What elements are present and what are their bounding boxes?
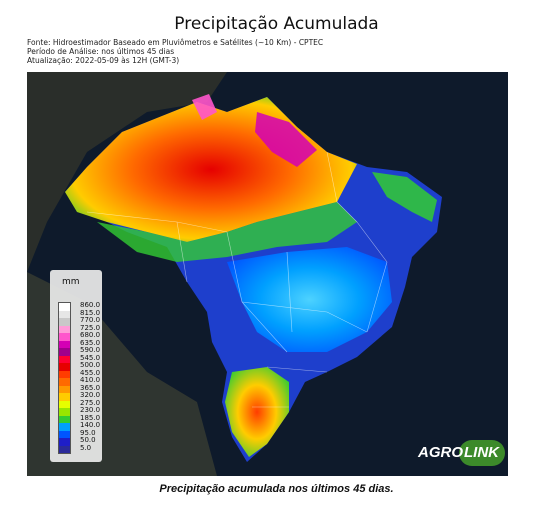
- legend-swatch: [59, 363, 70, 371]
- legend-swatch: [59, 318, 70, 326]
- north-extreme-rainfall: [255, 112, 317, 167]
- legend-level-label: 545.0: [80, 353, 101, 362]
- legend-swatch: [59, 415, 70, 423]
- legend-level-label: 725.0: [80, 323, 101, 332]
- legend-swatch: [59, 310, 70, 318]
- legend-swatch: [59, 355, 70, 363]
- legend-level-label: 410.0: [80, 376, 101, 385]
- legend-level-label: 275.0: [80, 398, 101, 407]
- legend-level-label: 50.0: [80, 436, 96, 445]
- legend-swatch: [59, 385, 70, 393]
- legend-level-label: 590.0: [80, 346, 101, 355]
- legend-swatch: [59, 303, 70, 311]
- legend-level-label: 140.0: [80, 421, 101, 430]
- legend-swatch: [59, 393, 70, 401]
- logo-text-agro: AGRO: [418, 444, 463, 461]
- legend-swatch: [59, 325, 70, 333]
- logo-text-link: LINK: [464, 444, 499, 461]
- map-title: Precipitação Acumulada: [174, 14, 379, 34]
- state-borders: [86, 151, 388, 408]
- legend-level-label: 860.0: [80, 301, 101, 310]
- legend-swatch: [59, 430, 70, 438]
- legend-level-label: 320.0: [80, 391, 101, 400]
- map-metadata: Fonte: Hidroestimador Baseado em Pluviôm…: [27, 38, 323, 65]
- legend-swatch: [59, 438, 70, 446]
- logo-badge: [459, 440, 505, 466]
- legend-swatch: [59, 348, 70, 356]
- period-text: Período de Análise: nos últimos 45 dias: [27, 47, 175, 56]
- source-text: Fonte: Hidroestimador Baseado em Pluviôm…: [27, 38, 324, 47]
- legend-swatch: [59, 340, 70, 348]
- legend-swatch: [59, 408, 70, 416]
- legend-swatch: [59, 378, 70, 386]
- legend-level-label: 680.0: [80, 331, 101, 340]
- legend-level-label: 815.0: [80, 308, 101, 317]
- precipitation-map: [27, 72, 508, 476]
- legend-level-label: 635.0: [80, 338, 101, 347]
- legend-level-label: 365.0: [80, 383, 101, 392]
- legend-swatch: [59, 370, 70, 378]
- color-legend: mm 860.0 815.0 770.0 725.0 680.0 635.0 590.0 54…: [50, 270, 102, 462]
- legend-level-label: 455.0: [80, 368, 101, 377]
- legend-level-label: 500.0: [80, 361, 101, 370]
- legend-swatch: [59, 400, 70, 408]
- updated-text: Atualização: 2022-05-09 às 12H (GMT-3): [27, 56, 180, 65]
- legend-level-label: 185.0: [80, 413, 101, 422]
- legend-swatch: [59, 333, 70, 341]
- figure-caption: Precipitação acumulada nos últimos 45 di…: [159, 483, 394, 495]
- northeast-coast: [372, 172, 437, 222]
- legend-unit: mm: [62, 277, 80, 287]
- legend-level-label: 95.0: [80, 428, 96, 437]
- legend-level-label: 770.0: [80, 316, 101, 325]
- legend-level-label: 5.0: [80, 443, 92, 452]
- land-north-west: [27, 72, 227, 272]
- agrolink-logo: AGRO LINK: [418, 440, 505, 468]
- map-image: [27, 72, 508, 476]
- legend-swatch: [59, 423, 70, 431]
- amapa-extreme: [192, 94, 217, 120]
- legend-level-label: 230.0: [80, 406, 101, 415]
- south-high-rainfall: [225, 367, 289, 457]
- legend-swatch: [59, 445, 70, 453]
- legend-color-bar: [58, 302, 71, 454]
- central-low-rainfall: [227, 247, 392, 352]
